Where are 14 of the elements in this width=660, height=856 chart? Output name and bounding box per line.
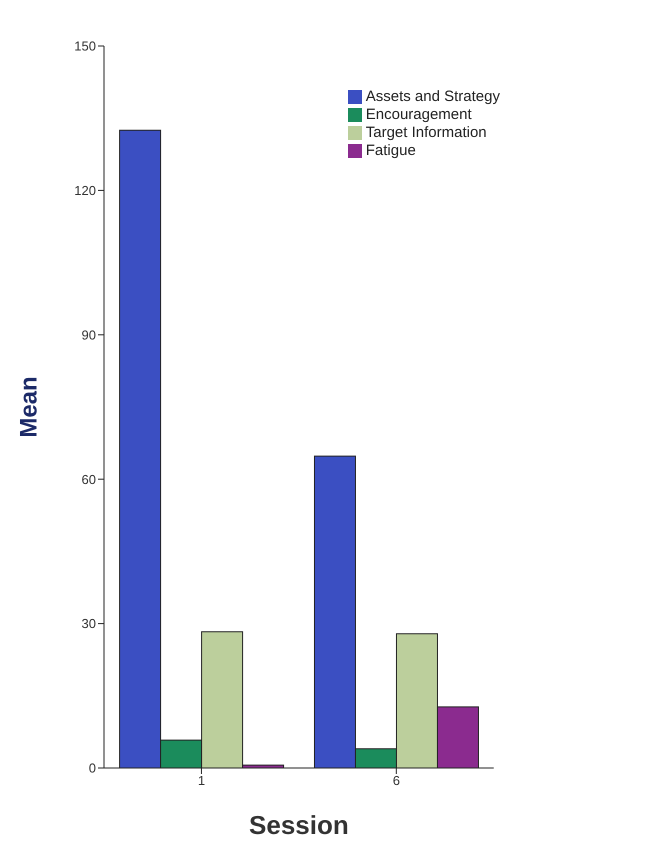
y-axis-title: Mean	[16, 376, 43, 438]
x-axis-title: Session	[249, 810, 349, 840]
legend-label: Target Information	[366, 124, 487, 141]
y-tick-label: 120	[74, 183, 96, 198]
y-tick-label: 60	[82, 472, 96, 487]
x-tick-label: 6	[392, 773, 400, 788]
legend-label: Fatigue	[366, 142, 416, 159]
y-tick-label: 0	[88, 760, 96, 776]
x-tick-label: 1	[198, 773, 206, 788]
y-tick-label: 90	[82, 327, 96, 342]
legend-label: Assets and Strategy	[366, 88, 500, 105]
legend-label: Encouragement	[366, 106, 472, 123]
y-tick-label: 150	[74, 38, 96, 54]
y-tick-label: 30	[82, 616, 96, 632]
